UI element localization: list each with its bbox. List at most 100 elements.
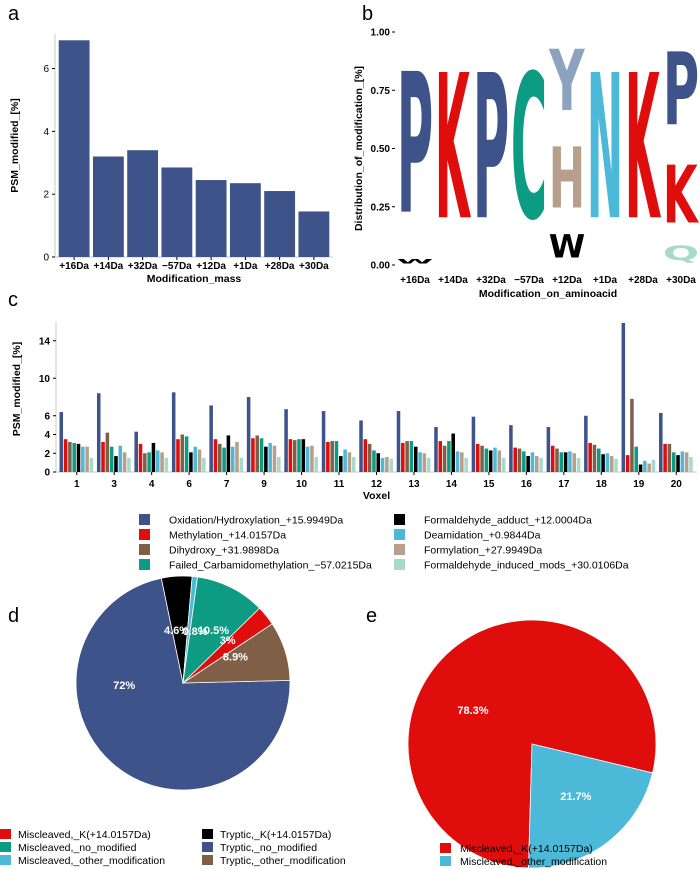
legend-label-c: Formylation_+27.9949Da bbox=[424, 545, 542, 557]
x-tick-label-a: +12Da bbox=[196, 261, 226, 272]
bar-c bbox=[559, 452, 564, 472]
pie-slice bbox=[182, 576, 261, 685]
y-tick-label-a: 6 bbox=[43, 64, 49, 75]
pie-slice-label: 78.3% bbox=[457, 705, 488, 717]
bar-c bbox=[277, 457, 281, 472]
bar-c bbox=[522, 451, 526, 472]
bar-c bbox=[239, 457, 244, 472]
bar-c bbox=[180, 434, 185, 472]
bar-c bbox=[442, 445, 447, 472]
bar-c bbox=[413, 446, 418, 472]
y-axis-title-c: PSM_modified_[%] bbox=[11, 342, 23, 437]
y-tick-label-b: 0.75 bbox=[371, 86, 391, 97]
bar-a bbox=[58, 40, 90, 257]
bar-c bbox=[76, 443, 81, 472]
bar-c bbox=[451, 433, 455, 472]
bar-c bbox=[134, 431, 138, 472]
bar-c bbox=[630, 398, 634, 472]
x-tick-label-b: +12Da bbox=[552, 275, 582, 286]
bar-c bbox=[138, 443, 143, 472]
bar-c bbox=[676, 455, 680, 472]
pie-slice-label: 10.5% bbox=[198, 625, 229, 637]
bar-c bbox=[475, 443, 480, 472]
bar-c bbox=[497, 450, 502, 472]
logo-letter: K bbox=[625, 34, 661, 266]
bar-c bbox=[330, 441, 334, 472]
bar-c bbox=[609, 456, 614, 472]
x-tick-label-a: −57Da bbox=[162, 261, 192, 272]
y-tick-label-c: 14 bbox=[39, 336, 51, 347]
bar-c bbox=[555, 448, 559, 472]
x-tick-label-c: 20 bbox=[671, 479, 683, 490]
legend-label-d: Tryptic,_no_modified bbox=[220, 842, 317, 854]
panel-label-c: c bbox=[8, 289, 18, 311]
bar-c bbox=[297, 439, 301, 472]
bar-c bbox=[647, 463, 651, 472]
bar-c bbox=[526, 456, 530, 472]
bar-c bbox=[288, 439, 293, 472]
logo-letter: Q bbox=[663, 242, 699, 265]
x-tick-label-c: 15 bbox=[483, 479, 495, 490]
pie-chart-e: 78.3% 21.7% bbox=[407, 619, 657, 869]
legend-label-c: Dihydroxy_+31.9898Da bbox=[169, 545, 279, 557]
x-tick-label-c: 9 bbox=[261, 479, 267, 490]
bar-c bbox=[151, 442, 156, 472]
bar-c bbox=[259, 438, 264, 472]
x-axis-title-b: Modification_on_aminoacid bbox=[479, 288, 617, 300]
bar-c bbox=[363, 439, 368, 472]
legend-swatch-c bbox=[394, 544, 405, 555]
bar-c bbox=[509, 425, 513, 472]
x-tick-label-a: +32Da bbox=[128, 261, 158, 272]
legend-swatch-e bbox=[440, 856, 451, 866]
bar-c bbox=[546, 427, 551, 472]
legend-label-c: Methylation_+14.0157Da bbox=[169, 530, 286, 542]
x-tick-label-c: 16 bbox=[521, 479, 533, 490]
bar-c bbox=[592, 444, 597, 472]
bar-a bbox=[264, 191, 296, 257]
legend-label-d: Tryptic,_other_modification bbox=[220, 855, 346, 867]
legend-swatch-e bbox=[440, 843, 451, 853]
bar-c bbox=[671, 452, 676, 472]
legend-swatch-c bbox=[139, 529, 150, 540]
legend-label-d: Miscleaved,_no_modified bbox=[18, 842, 137, 854]
bar-c bbox=[401, 442, 405, 472]
x-tick-label-c: 10 bbox=[296, 479, 308, 490]
bar-c bbox=[405, 441, 409, 472]
x-tick-label-c: 3 bbox=[111, 479, 117, 490]
x-tick-label-c: 13 bbox=[408, 479, 420, 490]
bar-c bbox=[81, 446, 85, 472]
sequence-logo-b: 0.000.250.500.751.00WP+16DaK+14DaP+32DaC… bbox=[353, 28, 700, 301]
pie-slice-label: 72% bbox=[113, 680, 135, 692]
bar-a bbox=[195, 180, 227, 257]
panel-label-e: e bbox=[366, 605, 377, 627]
bar-c bbox=[109, 446, 114, 472]
legend-label-e: Miscleaved,_K(+14.0157Da) bbox=[460, 843, 593, 855]
bar-c bbox=[235, 442, 239, 472]
bar-c bbox=[321, 411, 326, 472]
x-tick-label-a: +30Da bbox=[299, 261, 329, 272]
bar-c bbox=[568, 451, 572, 472]
panel-label-b: b bbox=[362, 3, 373, 25]
bar-c bbox=[684, 452, 689, 472]
bar-c bbox=[539, 457, 543, 472]
pie-slice-label: 4.6% bbox=[164, 625, 189, 637]
bar-c bbox=[127, 457, 131, 472]
legend-c: Oxidation/Hydroxylation_+15.9949Da Methyl… bbox=[139, 514, 629, 572]
y-tick-label-c: 2 bbox=[44, 449, 50, 460]
pie-chart-d: 72% 4.6%0.8%10.5%3% 8.9% bbox=[75, 575, 291, 791]
bar-c bbox=[305, 446, 310, 472]
x-tick-label-c: 4 bbox=[149, 479, 155, 490]
bar-c bbox=[530, 452, 535, 472]
logo-letter: P bbox=[473, 33, 509, 265]
pie-slice bbox=[528, 743, 654, 869]
bar-a bbox=[298, 211, 330, 257]
bar-c bbox=[480, 445, 484, 472]
bar-c bbox=[72, 442, 76, 472]
bar-c bbox=[385, 457, 389, 472]
bar-c bbox=[638, 464, 643, 472]
bar-c bbox=[488, 450, 493, 472]
bar-c bbox=[171, 392, 176, 472]
bar-a bbox=[127, 150, 159, 257]
bar-c bbox=[572, 453, 577, 472]
legend-label-d: Miscleaved,_K(+14.0157Da) bbox=[18, 829, 151, 841]
